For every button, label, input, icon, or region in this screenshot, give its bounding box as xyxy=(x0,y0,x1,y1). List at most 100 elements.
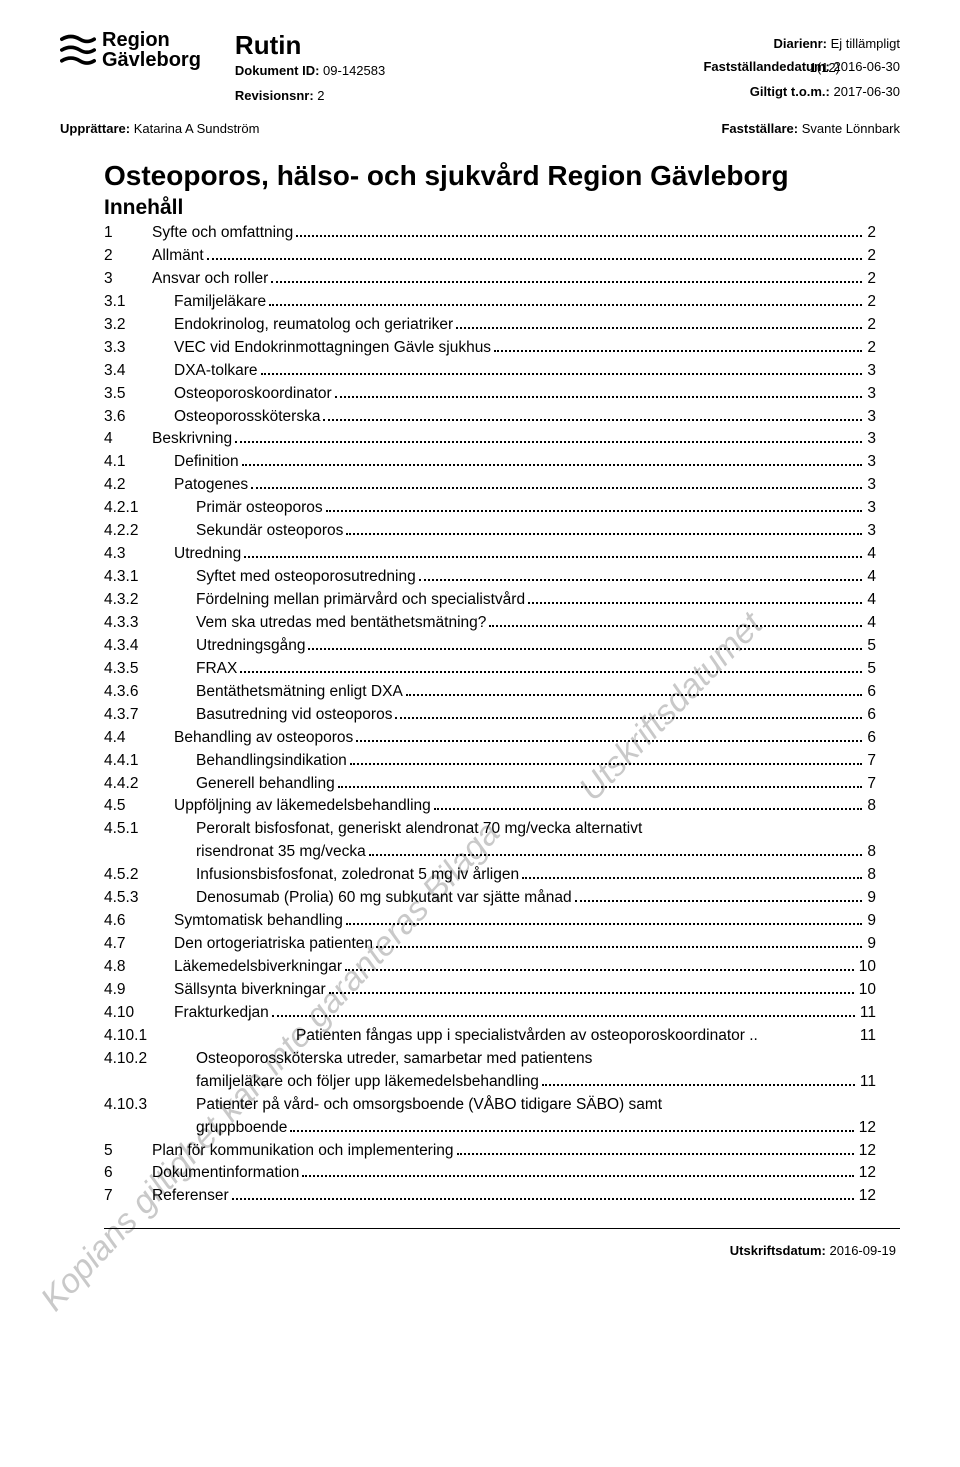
toc-number: 4.3.5 xyxy=(104,658,196,681)
toc-entry: 4.3.6Bentäthetsmätning enligt DXA6 xyxy=(104,681,876,704)
toc-number: 4.10.2 xyxy=(104,1048,196,1071)
upprattare-label: Upprättare: xyxy=(60,121,130,136)
toc-text: Ansvar och roller xyxy=(152,268,268,291)
toc-entry: 3.2Endokrinolog, reumatolog och geriatri… xyxy=(104,314,876,337)
toc-text: Infusionsbisfosfonat, zoledronat 5 mg iv… xyxy=(196,864,519,887)
toc-number: 4.3.2 xyxy=(104,589,196,612)
toc-page: 11 xyxy=(858,1071,876,1094)
toc-entry: 4.3.4Utredningsgång5 xyxy=(104,635,876,658)
toc-leader-dots xyxy=(290,1121,853,1132)
toc-page: 4 xyxy=(865,612,876,635)
page-indicator: 1(12) xyxy=(810,60,840,75)
toc-number: 4.7 xyxy=(104,933,174,956)
toc-text: gruppboende xyxy=(196,1117,287,1140)
toc-entry: 4.7Den ortogeriatriska patienten9 xyxy=(104,933,876,956)
toc-entry: 4.3Utredning4 xyxy=(104,543,876,566)
rev-value: 2 xyxy=(317,88,324,103)
toc-text: Plan för kommunikation och implementerin… xyxy=(152,1140,454,1163)
toc-text: DXA-tolkare xyxy=(174,360,258,383)
toc-number: 3.6 xyxy=(104,406,174,429)
toc-entry: 4.5.2Infusionsbisfosfonat, zoledronat 5 … xyxy=(104,864,876,887)
toc-entry: 4Beskrivning3 xyxy=(104,428,876,451)
toc-page: 6 xyxy=(865,727,876,750)
logo-text-line1: Region xyxy=(102,30,201,50)
toc-text: Patienten fångas upp i specialistvården … xyxy=(296,1025,758,1048)
toc-page: 9 xyxy=(865,933,876,956)
toc-leader-dots xyxy=(419,570,863,581)
toc-number: 3.3 xyxy=(104,337,174,360)
toc-text: risendronat 35 mg/vecka xyxy=(196,841,366,864)
toc-text: Allmänt xyxy=(152,245,204,268)
toc-entry-continuation: risendronat 35 mg/vecka8 xyxy=(104,841,876,864)
toc-number: 4.3 xyxy=(104,543,174,566)
toc-entry: 4.10.1 Patienten fångas upp i specialistv… xyxy=(104,1025,876,1048)
toc-number: 3 xyxy=(104,268,152,291)
toc-number: 7 xyxy=(104,1185,152,1208)
region-gavleborg-logo-icon xyxy=(60,32,96,68)
toc-entry: 4.4.1Behandlingsindikation7 xyxy=(104,750,876,773)
toc-number: 4.3.4 xyxy=(104,635,196,658)
toc-text: Osteoporoskoordinator xyxy=(174,383,332,406)
toc-number: 4.3.7 xyxy=(104,704,196,727)
toc-entry: 4.6Symtomatisk behandling9 xyxy=(104,910,876,933)
toc-number: 4.6 xyxy=(104,910,174,933)
toc-page: 4 xyxy=(865,543,876,566)
toc-number: 4.5.3 xyxy=(104,887,196,910)
toc-entry: 4.2.2Sekundär osteoporos3 xyxy=(104,520,876,543)
toc-text: Familjeläkare xyxy=(174,291,266,314)
toc-entry: 3Ansvar och roller2 xyxy=(104,268,876,291)
toc-leader-dots xyxy=(395,708,862,719)
upprattare-value: Katarina A Sundström xyxy=(134,121,260,136)
toc-leader-dots xyxy=(522,868,862,879)
toc-entry: 6Dokumentinformation12 xyxy=(104,1162,876,1185)
toc-number: 4.1 xyxy=(104,451,174,474)
toc-page: 3 xyxy=(865,406,876,429)
toc-leader-dots xyxy=(308,639,862,650)
toc-entry: 4.10.2Osteoporossköterska utreder, samar… xyxy=(104,1048,876,1071)
toc-leader-dots xyxy=(376,937,862,948)
toc-leader-dots xyxy=(345,960,854,971)
logo-text-line2: Gävleborg xyxy=(102,50,201,70)
toc-number: 3.2 xyxy=(104,314,174,337)
toc-text: familjeläkare och följer upp läkemedelsb… xyxy=(196,1071,539,1094)
toc-leader-dots xyxy=(271,272,862,283)
diarienr-value: Ej tillämpligt xyxy=(831,36,900,51)
toc-heading: Innehåll xyxy=(60,196,900,220)
toc-text: Frakturkedjan xyxy=(174,1002,269,1025)
fastdat-value: 2016-06-30 xyxy=(834,59,901,74)
toc-entry: 3.3VEC vid Endokrinmottagningen Gävle sj… xyxy=(104,337,876,360)
toc-text: Primär osteoporos xyxy=(196,497,323,520)
toc-page: 10 xyxy=(857,956,876,979)
toc-number: 4.10.1 xyxy=(104,1025,196,1048)
toc-leader-dots xyxy=(232,1190,854,1201)
toc-entry: 4.5Uppföljning av läkemedelsbehandling8 xyxy=(104,795,876,818)
toc-page: 2 xyxy=(865,222,876,245)
toc-page: 3 xyxy=(865,383,876,406)
toc-number: 4.3.3 xyxy=(104,612,196,635)
toc-page: 10 xyxy=(857,979,876,1002)
toc-leader-dots xyxy=(356,731,862,742)
toc-page: 8 xyxy=(865,864,876,887)
toc-text: Definition xyxy=(174,451,239,474)
toc-number: 3.4 xyxy=(104,360,174,383)
diarienr-label: Diarienr: xyxy=(774,36,827,51)
toc-leader-dots xyxy=(338,777,863,788)
giltigt-value: 2017-06-30 xyxy=(834,84,901,99)
toc-page: 3 xyxy=(865,520,876,543)
rev-label: Revisionsnr: xyxy=(235,88,314,103)
toc-leader-dots xyxy=(242,456,863,467)
toc-text: Vem ska utredas med bentäthetsmätning? xyxy=(196,612,486,635)
table-of-contents: 1Syfte och omfattning22Allmänt23Ansvar o… xyxy=(60,222,900,1208)
toc-entry: 4.4.2Generell behandling7 xyxy=(104,773,876,796)
toc-page: 4 xyxy=(865,566,876,589)
toc-entry: 4.2.1Primär osteoporos3 xyxy=(104,497,876,520)
toc-number: 4.8 xyxy=(104,956,174,979)
toc-text: Endokrinolog, reumatolog och geriatriker xyxy=(174,314,453,337)
faststallare-label: Fastställare: xyxy=(721,121,798,136)
toc-entry: 4.5.1Peroralt bisfosfonat, generiskt ale… xyxy=(104,818,876,841)
toc-number: 4.10.3 xyxy=(104,1094,196,1117)
giltigt-label: Giltigt t.o.m.: xyxy=(750,84,830,99)
toc-number: 4.5.1 xyxy=(104,818,196,841)
toc-leader-dots xyxy=(494,341,862,352)
toc-page: 2 xyxy=(865,245,876,268)
